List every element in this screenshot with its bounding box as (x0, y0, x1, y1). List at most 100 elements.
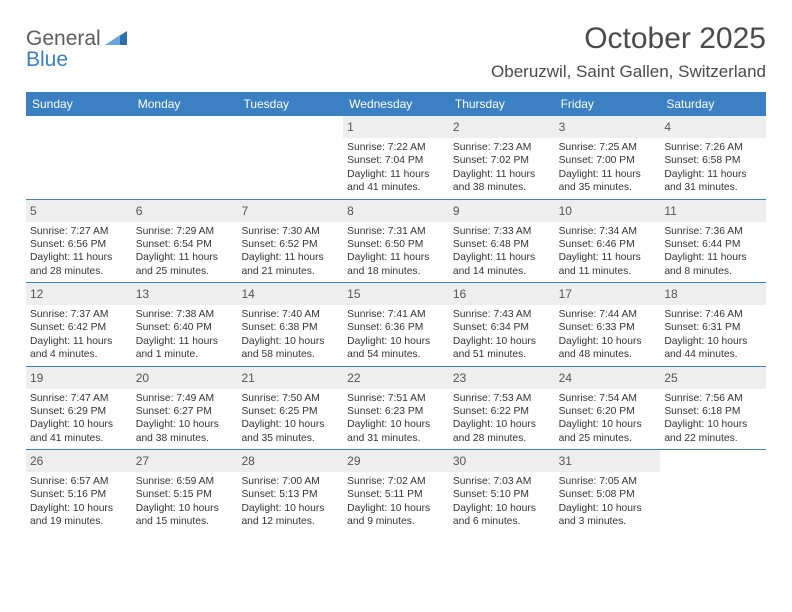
day-cell: 4Sunrise: 7:26 AMSunset: 6:58 PMDaylight… (660, 116, 766, 199)
day-number: 11 (664, 204, 676, 218)
cell-body: Sunrise: 7:47 AMSunset: 6:29 PMDaylight:… (26, 392, 132, 450)
daynum-row: 27 (132, 450, 238, 472)
day-number: 15 (347, 287, 360, 301)
daynum-row: 25 (660, 367, 766, 389)
sunrise-text: Sunrise: 7:56 AM (664, 392, 762, 405)
calendar-page: General Blue October 2025 Oberuzwil, Sai… (0, 0, 792, 543)
week-row: 19 Sunrise: 7:47 AMSunset: 6:29 PMDayligh… (26, 366, 766, 450)
day-cell: 30Sunrise: 7:03 AMSunset: 5:10 PMDayligh… (449, 450, 555, 533)
cell-body: Sunrise: 7:27 AMSunset: 6:56 PMDaylight:… (26, 225, 132, 283)
cell-body: Sunrise: 7:53 AMSunset: 6:22 PMDaylight:… (449, 392, 555, 450)
day-cell: 7Sunrise: 7:30 AMSunset: 6:52 PMDaylight… (237, 200, 343, 283)
daylight-text: Daylight: 11 hours and 38 minutes. (453, 168, 551, 195)
cell-body: Sunrise: 7:00 AMSunset: 5:13 PMDaylight:… (237, 475, 343, 533)
week-row: 5Sunrise: 7:27 AMSunset: 6:56 PMDaylight… (26, 199, 766, 283)
sunrise-text: Sunrise: 7:37 AM (30, 308, 128, 321)
daynum-row: 12 (26, 283, 132, 305)
cell-body: Sunrise: 7:40 AMSunset: 6:38 PMDaylight:… (237, 308, 343, 366)
sunrise-text: Sunrise: 7:27 AM (30, 225, 128, 238)
day-cell: 18Sunrise: 7:46 AMSunset: 6:31 PMDayligh… (660, 283, 766, 366)
cell-body: Sunrise: 7:51 AMSunset: 6:23 PMDaylight:… (343, 392, 449, 450)
daylight-text: Daylight: 11 hours and 11 minutes. (559, 251, 657, 278)
day-cell: 13Sunrise: 7:38 AMSunset: 6:40 PMDayligh… (132, 283, 238, 366)
daylight-text: Daylight: 10 hours and 51 minutes. (453, 335, 551, 362)
cell-body: Sunrise: 7:54 AMSunset: 6:20 PMDaylight:… (555, 392, 661, 450)
dayname-row: SundayMondayTuesdayWednesdayThursdayFrid… (26, 92, 766, 116)
day-cell: 19 Sunrise: 7:47 AMSunset: 6:29 PMDayligh… (26, 367, 132, 450)
cell-body: Sunrise: 7:41 AMSunset: 6:36 PMDaylight:… (343, 308, 449, 366)
sunset-text: Sunset: 6:18 PM (664, 405, 762, 418)
daylight-text: Daylight: 10 hours and 31 minutes. (347, 418, 445, 445)
sunset-text: Sunset: 6:38 PM (241, 321, 339, 334)
daynum-row: 22 (343, 367, 449, 389)
daylight-text: Daylight: 10 hours and 48 minutes. (559, 335, 657, 362)
daylight-text: Daylight: 10 hours and 58 minutes. (241, 335, 339, 362)
dayname: Monday (132, 92, 238, 116)
daynum-row (26, 116, 132, 138)
logo-word2: Blue (26, 48, 68, 71)
day-number: 27 (136, 454, 149, 468)
sunset-text: Sunset: 6:25 PM (241, 405, 339, 418)
sunrise-text: Sunrise: 7:51 AM (347, 392, 445, 405)
sunset-text: Sunset: 6:27 PM (136, 405, 234, 418)
day-cell: 26Sunrise: 6:57 AMSunset: 5:16 PMDayligh… (26, 450, 132, 533)
sunrise-text: Sunrise: 7:02 AM (347, 475, 445, 488)
week-row: 1Sunrise: 7:22 AMSunset: 7:04 PMDaylight… (26, 116, 766, 199)
day-cell: 1 Sunrise: 7:22 AMSunset: 7:04 PMDaylight… (343, 116, 449, 199)
sunrise-text: Sunrise: 7:23 AM (453, 141, 551, 154)
day-number: 4 (664, 120, 671, 134)
day-cell: 15 Sunrise: 7:41 AMSunset: 6:36 PMDayligh… (343, 283, 449, 366)
sunrise-text: Sunrise: 7:38 AM (136, 308, 234, 321)
day-number: 1 (347, 120, 354, 134)
sunrise-text: Sunrise: 7:03 AM (453, 475, 551, 488)
dayname: Friday (555, 92, 661, 116)
sunset-text: Sunset: 7:04 PM (347, 154, 445, 167)
cell-body: Sunrise: 7:37 AMSunset: 6:42 PMDaylight:… (26, 308, 132, 366)
day-cell: 8Sunrise: 7:31 AMSunset: 6:50 PMDaylight… (343, 200, 449, 283)
day-cell (26, 116, 132, 199)
daylight-text: Daylight: 11 hours and 4 minutes. (30, 335, 128, 362)
sunset-text: Sunset: 6:22 PM (453, 405, 551, 418)
daynum-row: 29 (343, 450, 449, 472)
sunset-text: Sunset: 6:56 PM (30, 238, 128, 251)
day-number: 22 (347, 371, 360, 385)
sunset-text: Sunset: 6:50 PM (347, 238, 445, 251)
sunrise-text: Sunrise: 7:22 AM (347, 141, 445, 154)
cell-body: Sunrise: 7:34 AMSunset: 6:46 PMDaylight:… (555, 225, 661, 283)
day-cell: 20Sunrise: 7:49 AMSunset: 6:27 PMDayligh… (132, 367, 238, 450)
sunset-text: Sunset: 6:40 PM (136, 321, 234, 334)
sunrise-text: Sunrise: 7:54 AM (559, 392, 657, 405)
logo-text: General Blue (26, 28, 127, 70)
daynum-row: 3 (555, 116, 661, 138)
sunset-text: Sunset: 7:00 PM (559, 154, 657, 167)
day-cell (132, 116, 238, 199)
sunset-text: Sunset: 5:08 PM (559, 488, 657, 501)
sunset-text: Sunset: 5:13 PM (241, 488, 339, 501)
week-row: 26Sunrise: 6:57 AMSunset: 5:16 PMDayligh… (26, 449, 766, 533)
daylight-text: Daylight: 10 hours and 15 minutes. (136, 502, 234, 529)
daynum-row (132, 116, 238, 138)
sunrise-text: Sunrise: 7:00 AM (241, 475, 339, 488)
day-number: 28 (241, 454, 254, 468)
day-number: 19 (30, 371, 43, 385)
daylight-text: Daylight: 11 hours and 31 minutes. (664, 168, 762, 195)
day-number: 2 (453, 120, 460, 134)
daynum-row: 13 (132, 283, 238, 305)
day-cell: 24 Sunrise: 7:54 AMSunset: 6:20 PMDayligh… (555, 367, 661, 450)
week-row: 12 Sunrise: 7:37 AMSunset: 6:42 PMDayligh… (26, 282, 766, 366)
daynum-row (237, 116, 343, 138)
daylight-text: Daylight: 11 hours and 14 minutes. (453, 251, 551, 278)
day-number: 20 (136, 371, 149, 385)
daynum-row: 24 (555, 367, 661, 389)
day-number: 12 (30, 287, 43, 301)
daylight-text: Daylight: 10 hours and 41 minutes. (30, 418, 128, 445)
daylight-text: Daylight: 11 hours and 41 minutes. (347, 168, 445, 195)
logo-triangle-icon (105, 31, 127, 45)
daylight-text: Daylight: 10 hours and 22 minutes. (664, 418, 762, 445)
daylight-text: Daylight: 10 hours and 38 minutes. (136, 418, 234, 445)
title-block: October 2025 Oberuzwil, Saint Gallen, Sw… (491, 22, 766, 82)
day-number: 18 (664, 287, 677, 301)
daynum-row: 28 (237, 450, 343, 472)
day-cell: 6Sunrise: 7:29 AMSunset: 6:54 PMDaylight… (132, 200, 238, 283)
sunset-text: Sunset: 6:29 PM (30, 405, 128, 418)
